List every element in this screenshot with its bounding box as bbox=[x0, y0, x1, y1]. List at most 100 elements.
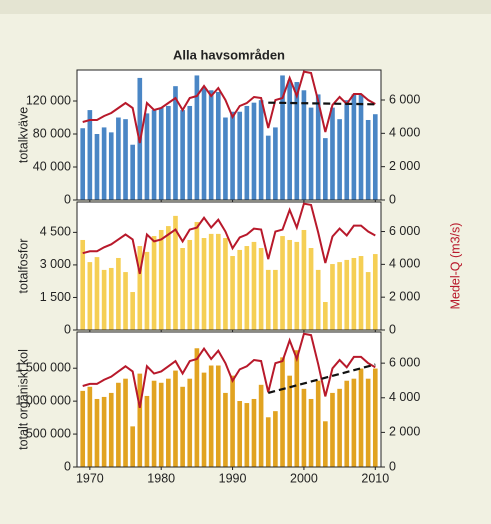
x-tick-label: 2010 bbox=[361, 471, 389, 485]
bar bbox=[166, 226, 171, 330]
bar bbox=[123, 272, 128, 330]
bar bbox=[294, 350, 300, 467]
bar bbox=[258, 247, 264, 330]
bar bbox=[166, 378, 171, 467]
bar bbox=[344, 380, 350, 467]
bar bbox=[287, 239, 292, 330]
bar bbox=[130, 292, 135, 330]
bar bbox=[215, 365, 221, 467]
bar bbox=[315, 269, 321, 330]
bar bbox=[280, 236, 285, 330]
bar bbox=[194, 348, 200, 467]
plot-frame bbox=[76, 69, 382, 201]
bar bbox=[116, 117, 121, 200]
bar bbox=[323, 302, 328, 330]
bar bbox=[337, 388, 342, 467]
bar bbox=[337, 119, 342, 200]
bar bbox=[130, 426, 135, 467]
bar bbox=[372, 114, 378, 200]
bar bbox=[315, 380, 321, 467]
bar bbox=[108, 132, 114, 200]
flow-line bbox=[82, 332, 376, 409]
bar bbox=[344, 259, 350, 330]
bar bbox=[158, 382, 164, 467]
y-tick-label: 120 000 bbox=[26, 93, 71, 107]
bar bbox=[315, 94, 321, 200]
bar bbox=[308, 107, 314, 200]
bar bbox=[294, 82, 300, 200]
bar bbox=[151, 110, 157, 200]
plot-area bbox=[77, 202, 381, 330]
bar bbox=[251, 241, 257, 330]
bar bbox=[237, 401, 243, 467]
bar bbox=[94, 398, 100, 467]
y2-tick-label: 0 bbox=[389, 192, 396, 206]
bar bbox=[265, 269, 271, 330]
x-tick-label: 1990 bbox=[219, 471, 247, 485]
bar bbox=[144, 395, 150, 467]
bar bbox=[301, 388, 307, 467]
y-axis-label: totalt organiskt kol bbox=[16, 349, 30, 450]
y-tick-label: 1 000 000 bbox=[15, 393, 71, 407]
bar bbox=[187, 378, 193, 467]
flow-line bbox=[82, 70, 376, 144]
y-tick-label: 0 bbox=[64, 459, 71, 473]
bar bbox=[215, 233, 221, 330]
bar bbox=[151, 236, 157, 330]
y-tick-label: 0 bbox=[64, 192, 71, 206]
top-strip bbox=[0, 0, 491, 14]
bar bbox=[180, 386, 185, 467]
trend-line bbox=[267, 363, 376, 394]
bar bbox=[116, 382, 121, 467]
bar bbox=[194, 75, 200, 200]
bar bbox=[365, 378, 371, 467]
bar bbox=[173, 370, 178, 467]
bar bbox=[144, 251, 150, 330]
bar bbox=[351, 257, 357, 330]
bar bbox=[258, 100, 264, 200]
bar bbox=[87, 262, 93, 330]
bar bbox=[80, 390, 86, 467]
bar bbox=[173, 215, 178, 330]
bar bbox=[273, 269, 278, 330]
y-tick-label: 3 000 bbox=[40, 257, 71, 271]
y2-tick-label: 2 000 bbox=[389, 159, 420, 173]
chart-title: Alla havsområden bbox=[173, 47, 285, 62]
bar bbox=[116, 257, 121, 330]
bar bbox=[144, 113, 150, 200]
bar bbox=[215, 91, 221, 200]
bar bbox=[230, 256, 235, 330]
bar bbox=[158, 229, 164, 330]
bar bbox=[358, 94, 364, 200]
y-tick-label: 40 000 bbox=[33, 159, 71, 173]
y2-tick-label: 2 000 bbox=[389, 289, 420, 303]
bar bbox=[301, 229, 307, 330]
bar bbox=[244, 105, 250, 200]
bar bbox=[265, 417, 271, 467]
bar bbox=[80, 128, 86, 200]
bar bbox=[308, 247, 314, 330]
bar bbox=[208, 90, 214, 200]
bar bbox=[280, 357, 285, 467]
bar bbox=[351, 378, 357, 467]
y2-tick-label: 6 000 bbox=[389, 224, 420, 238]
y-axis-label: totalfosfor bbox=[16, 239, 30, 294]
bar bbox=[201, 372, 207, 467]
plot-area bbox=[77, 70, 381, 200]
bar bbox=[87, 386, 93, 467]
plot-frame bbox=[76, 201, 382, 331]
bar bbox=[208, 233, 214, 330]
plot-area bbox=[77, 332, 381, 467]
bar bbox=[330, 107, 335, 200]
bar bbox=[201, 238, 207, 330]
bar bbox=[208, 365, 214, 467]
bar bbox=[251, 398, 257, 467]
bar bbox=[287, 375, 292, 467]
bar bbox=[101, 127, 107, 200]
x-tick-label: 2000 bbox=[290, 471, 318, 485]
bar bbox=[344, 100, 350, 200]
y-tick-label: 1 500 000 bbox=[15, 361, 71, 375]
plot-frame bbox=[76, 331, 382, 468]
bar bbox=[351, 94, 357, 200]
bar bbox=[130, 144, 135, 200]
